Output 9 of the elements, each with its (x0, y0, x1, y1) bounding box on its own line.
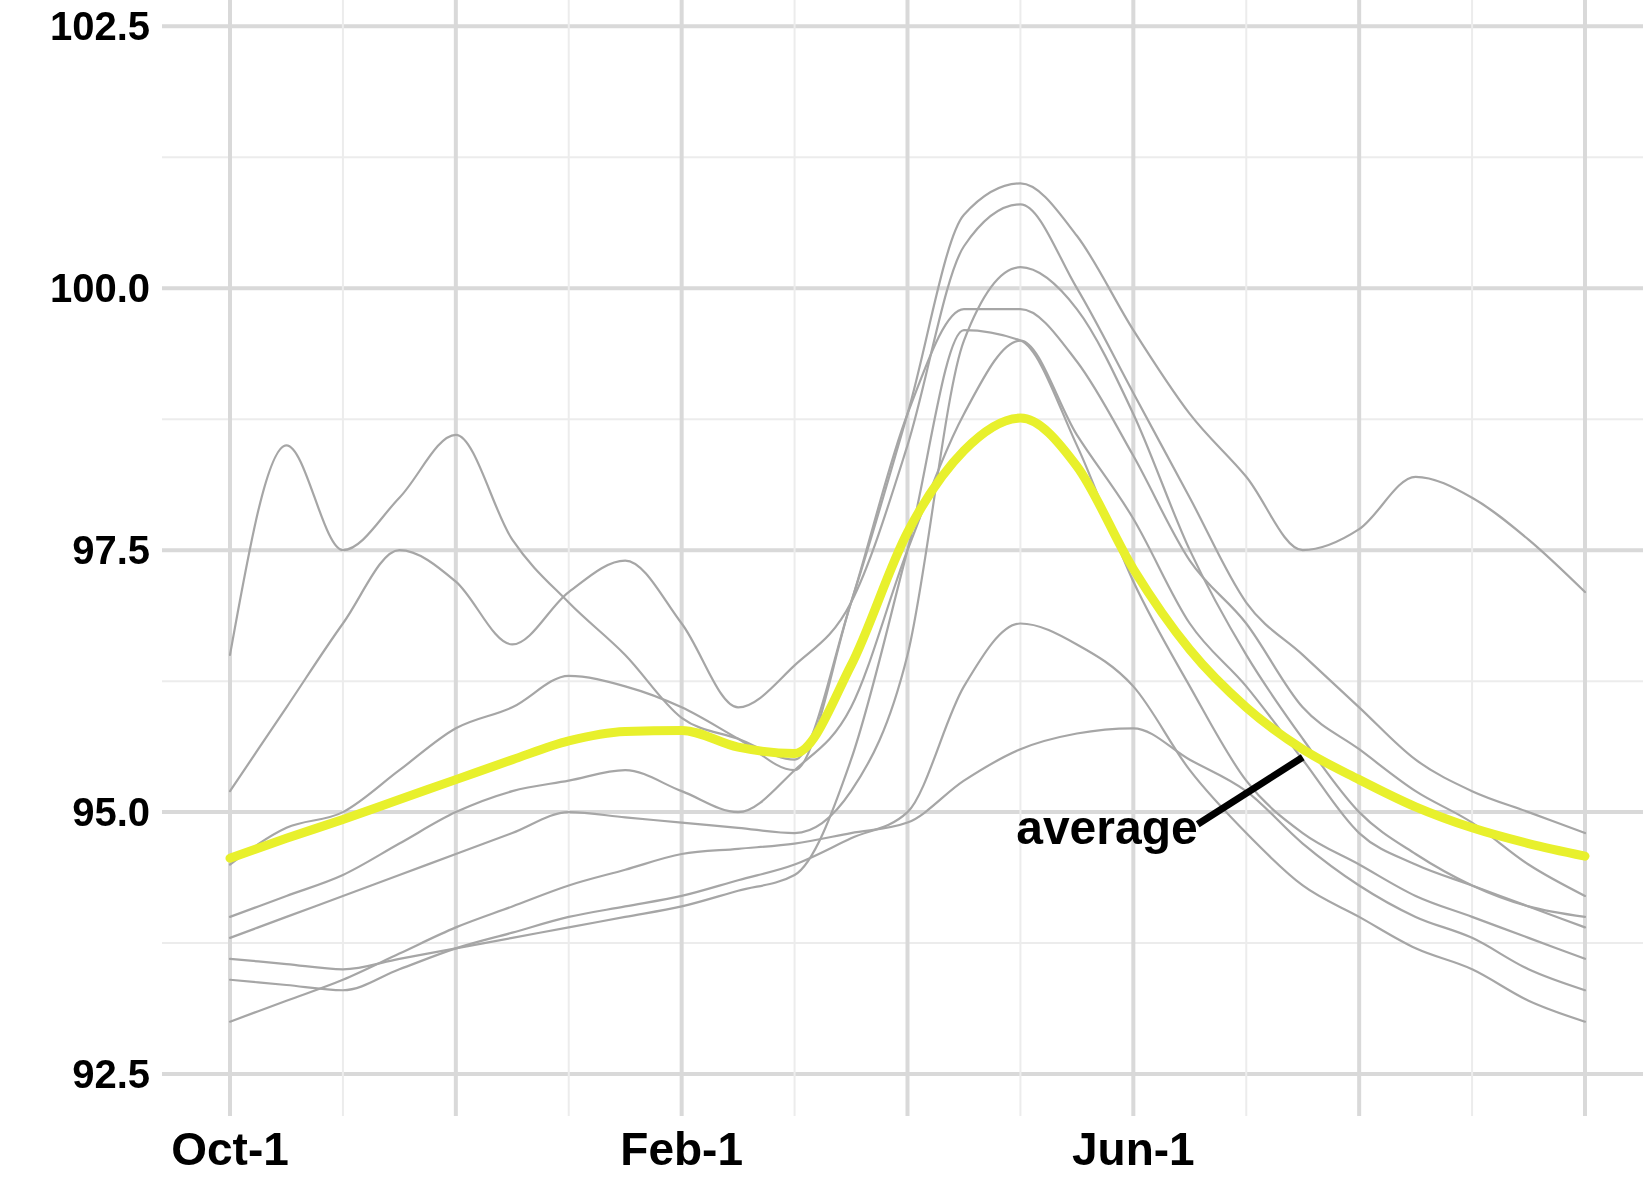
x-tick-label: Oct-1 (171, 1123, 289, 1175)
y-tick-label: 100.0 (49, 266, 150, 311)
x-tick-label: Feb-1 (620, 1123, 744, 1175)
y-tick-label: 102.5 (49, 4, 150, 49)
y-tick-label: 97.5 (72, 528, 150, 573)
y-tick-label: 95.0 (72, 790, 150, 835)
y-tick-label: 92.5 (72, 1052, 150, 1097)
x-tick-label: Jun-1 (1071, 1123, 1195, 1175)
annotation: average (1016, 801, 1198, 855)
